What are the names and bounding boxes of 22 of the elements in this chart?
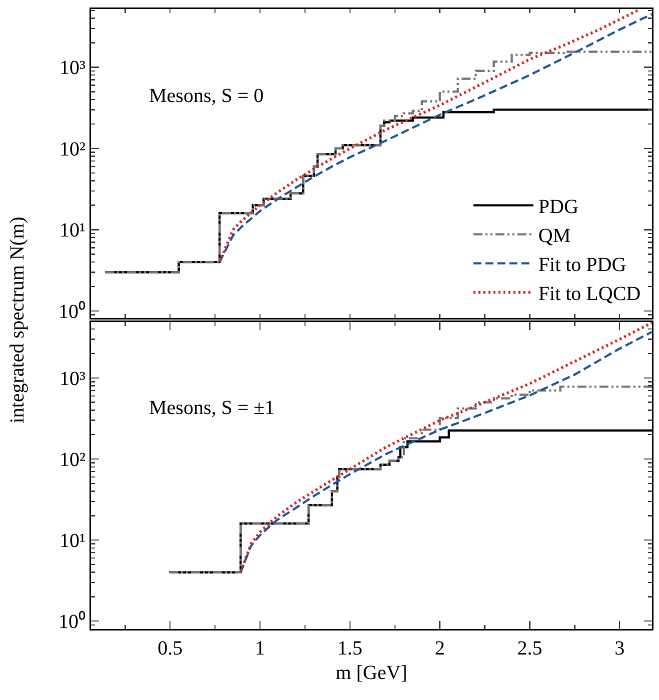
- x-tick-label: 2: [434, 638, 445, 660]
- y-axis-title: integrated spectrum N(m): [6, 216, 30, 424]
- y-tick-label: 10³: [60, 57, 86, 80]
- y-tick-label: 10⁰: [58, 610, 86, 634]
- legend-label: PDG: [538, 196, 578, 218]
- legend-label: Fit to LQCD: [538, 283, 641, 306]
- x-tick-label: 3: [614, 638, 625, 660]
- x-axis-title: m [GeV]: [336, 662, 408, 684]
- x-tick-label: 2.5: [517, 638, 542, 660]
- y-tick-label: 10¹: [60, 530, 86, 552]
- y-tick-label: 10²: [60, 449, 86, 472]
- y-tick-label: 10¹: [60, 220, 86, 242]
- x-tick-label: 0.5: [158, 638, 183, 660]
- y-tick-label: 10²: [60, 138, 86, 160]
- annotation: Mesons, S = ±1: [149, 397, 275, 419]
- x-tick-label: 1.5: [337, 638, 362, 660]
- legend-label: Fit to PDG: [538, 254, 626, 276]
- legend-label: QM: [538, 225, 571, 248]
- y-tick-label: 10⁰: [58, 300, 86, 323]
- annotation: Mesons, S = 0: [149, 85, 264, 107]
- y-tick-label: 10³: [60, 368, 86, 390]
- x-tick-label: 1: [255, 638, 266, 660]
